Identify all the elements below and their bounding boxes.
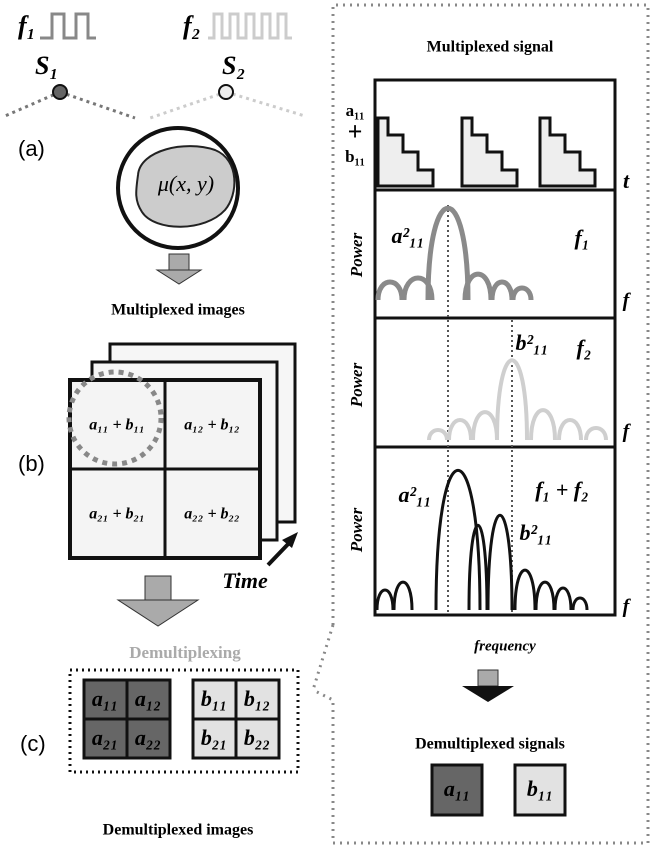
freq-axis-label: f	[623, 596, 632, 618]
square-wave	[40, 14, 96, 38]
source	[53, 85, 67, 99]
freq-label: f₁ + f₂	[535, 477, 589, 502]
panel-label: (b)	[18, 451, 45, 476]
freq-label: f₂	[577, 335, 592, 360]
arrow	[157, 270, 201, 284]
section-title: Demultiplexing	[129, 643, 241, 662]
square-wave	[208, 14, 292, 38]
figure: f₁ f₂ S₁ S₂ (a) μ(x, y) Multiplexed imag…	[0, 0, 654, 848]
pixel-label: a₂₂	[135, 725, 161, 750]
pixel-label: b₂₂	[244, 725, 270, 750]
power-label: Power	[347, 362, 366, 408]
source-label: S₁	[35, 51, 59, 80]
pixel-label: b₂₁	[201, 725, 227, 750]
arrow	[478, 670, 498, 686]
section-title: Demultiplexed images	[103, 822, 254, 839]
arrow	[169, 254, 189, 270]
cell-label: a₁₂ + b₁₂	[184, 417, 239, 434]
time-y-label: b₁₁	[345, 147, 365, 166]
time-label: Time	[222, 568, 268, 593]
peak-label: a²₁₁	[392, 223, 425, 248]
beam	[150, 92, 226, 118]
time-x-label: t	[623, 168, 630, 193]
beam	[60, 92, 135, 118]
source-label: S₂	[222, 51, 246, 80]
peak-label: b²₁₁	[516, 330, 549, 355]
peak-label: a²₁₁	[399, 482, 432, 507]
freq-label: f₁	[575, 225, 590, 250]
arrow	[145, 576, 171, 600]
power-label: Power	[347, 232, 366, 278]
peak-label: b²₁₁	[520, 520, 553, 545]
pixel-label: b₁₂	[244, 686, 270, 711]
object-label: μ(x, y)	[157, 171, 214, 196]
pixel-label: b₁₁	[201, 686, 227, 711]
panel-label: (c)	[20, 731, 46, 756]
pixel-label: a₁₂	[135, 686, 161, 711]
x-axis-label: frequency	[474, 638, 536, 654]
output-label: a₁₁	[444, 776, 470, 801]
time-y-label: +	[348, 117, 363, 146]
source-frequency: f₁	[18, 11, 36, 40]
source	[219, 85, 233, 99]
section-title: Multiplexed images	[111, 302, 245, 319]
freq-axis-label: f	[623, 421, 632, 443]
cell-label: a₂₂ + b₂₂	[184, 506, 239, 523]
beam	[5, 92, 60, 116]
arrow	[462, 686, 514, 702]
panel-label: (a)	[18, 136, 45, 161]
zoom-outline	[313, 625, 333, 690]
panel-title: Multiplexed signal	[427, 39, 554, 56]
cell-label: a₂₁ + b₂₁	[89, 506, 144, 523]
section-title: Demultiplexed signals	[415, 736, 565, 753]
arrow	[118, 600, 198, 626]
output-label: b₁₁	[527, 776, 553, 801]
pixel-label: a₁₁	[92, 686, 118, 711]
pixel-label: a₂₁	[92, 725, 118, 750]
cell-label: a₁₁ + b₁₁	[89, 417, 144, 434]
beam	[226, 92, 305, 116]
source-frequency: f₂	[183, 11, 201, 40]
freq-axis-label: f	[623, 290, 632, 312]
power-label: Power	[347, 507, 366, 553]
